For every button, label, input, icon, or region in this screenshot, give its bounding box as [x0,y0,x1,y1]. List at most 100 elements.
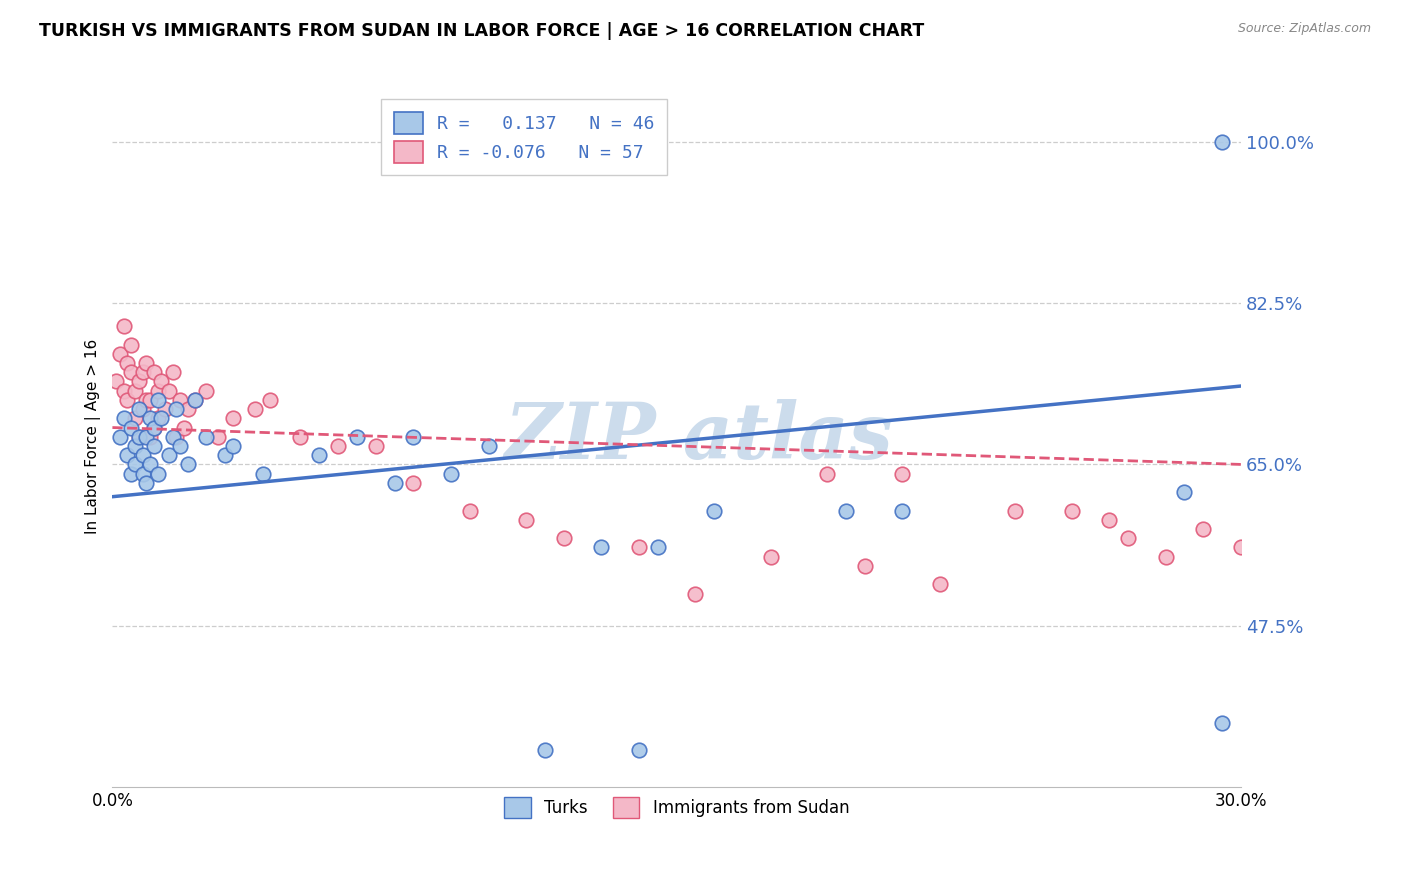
Point [1211,135,1233,149]
Point [853,558,876,573]
Point [131,365,153,379]
Point [222,439,245,453]
Point [142,365,165,379]
Point [477,439,499,453]
Point [150,375,173,389]
Point [146,411,169,425]
Point [440,467,463,481]
Point [135,356,157,370]
Point [458,503,481,517]
Point [139,458,162,472]
Point [591,541,613,555]
Point [759,549,782,564]
Point [703,503,725,517]
Point [139,411,162,425]
Point [120,337,142,351]
Point [176,458,198,472]
Point [647,541,669,555]
Point [124,439,146,453]
Point [128,430,150,444]
Point [627,541,650,555]
Point [384,475,406,490]
Point [162,430,184,444]
Point [364,439,387,453]
Point [131,448,153,462]
Point [105,375,128,389]
Point [891,467,914,481]
Point [157,448,180,462]
Point [685,586,707,600]
Point [120,365,142,379]
Text: ZIP atlas: ZIP atlas [505,399,893,475]
Point [259,392,281,407]
Point [146,467,169,481]
Point [553,531,575,545]
Point [1098,513,1121,527]
Point [162,365,184,379]
Point [515,513,537,527]
Point [108,430,131,444]
Point [124,458,146,472]
Point [139,430,162,444]
Point [252,467,274,481]
Point [128,402,150,417]
Point [928,577,950,591]
Point [108,347,131,361]
Point [176,402,198,417]
Point [326,439,349,453]
Point [891,503,914,517]
Point [131,402,153,417]
Point [169,439,191,453]
Point [120,467,142,481]
Point [169,392,191,407]
Point [112,411,135,425]
Point [222,411,245,425]
Point [1230,541,1253,555]
Point [117,448,139,462]
Text: TURKISH VS IMMIGRANTS FROM SUDAN IN LABOR FORCE | AGE > 16 CORRELATION CHART: TURKISH VS IMMIGRANTS FROM SUDAN IN LABO… [39,22,925,40]
Point [207,430,229,444]
Text: Source: ZipAtlas.com: Source: ZipAtlas.com [1237,22,1371,36]
Y-axis label: In Labor Force | Age > 16: In Labor Force | Age > 16 [86,339,101,534]
Point [346,430,368,444]
Point [195,430,218,444]
Point [1116,531,1139,545]
Point [117,356,139,370]
Point [815,467,838,481]
Point [117,392,139,407]
Point [1154,549,1177,564]
Point [534,743,557,757]
Point [135,475,157,490]
Point [165,430,187,444]
Point [290,430,312,444]
Point [184,392,207,407]
Point [124,384,146,398]
Point [1060,503,1083,517]
Point [131,467,153,481]
Point [135,392,157,407]
Point [157,384,180,398]
Point [142,439,165,453]
Point [120,420,142,434]
Legend: Turks, Immigrants from Sudan: Turks, Immigrants from Sudan [498,790,856,824]
Point [146,384,169,398]
Point [142,420,165,434]
Point [173,420,195,434]
Point [835,503,858,517]
Point [1173,485,1195,500]
Point [308,448,330,462]
Point [214,448,236,462]
Point [245,402,267,417]
Point [128,375,150,389]
Point [627,743,650,757]
Point [124,411,146,425]
Point [135,430,157,444]
Point [1004,503,1026,517]
Point [150,411,173,425]
Point [402,475,425,490]
Point [112,319,135,334]
Point [402,430,425,444]
Point [1211,715,1233,730]
Point [184,392,207,407]
Point [1192,522,1215,536]
